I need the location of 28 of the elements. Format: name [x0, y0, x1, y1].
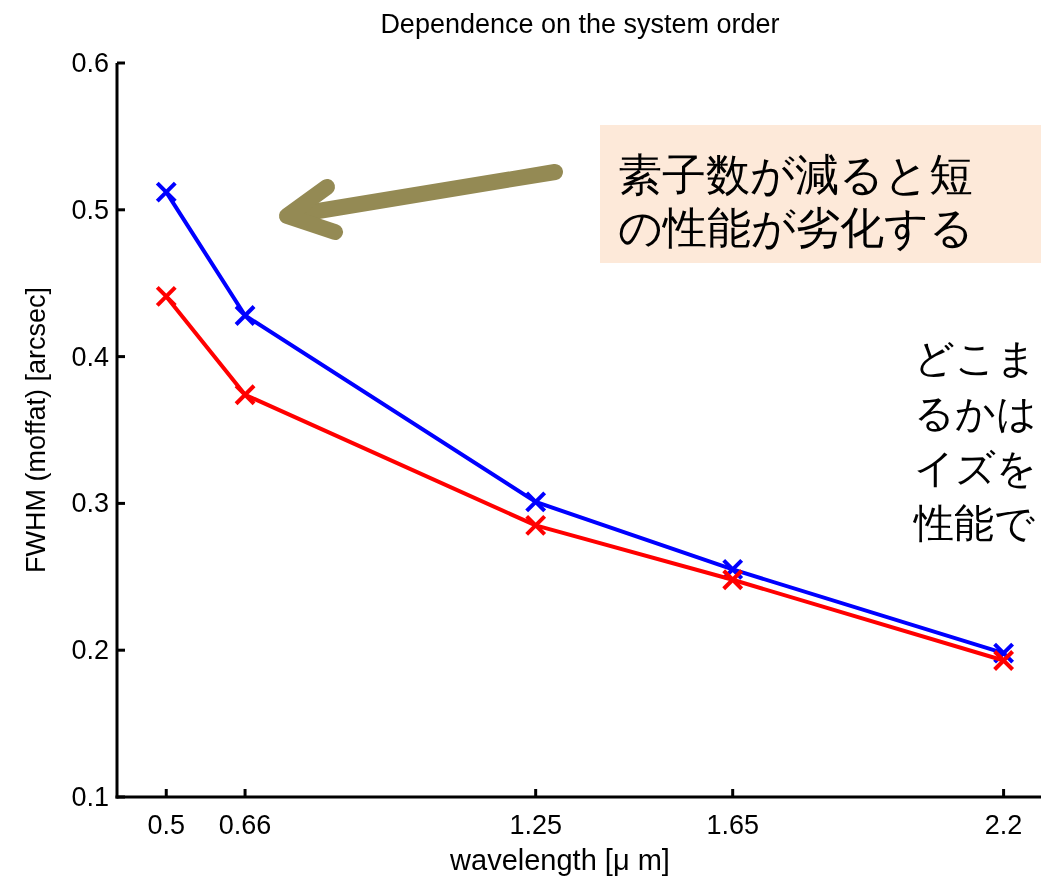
- y-tick-label: 0.2: [71, 635, 109, 666]
- point: [992, 649, 1015, 672]
- annotation: 性能で: [912, 501, 1035, 545]
- x-tick-label: 0.5: [147, 810, 186, 840]
- point: [234, 383, 257, 406]
- y-tick-label: 0.5: [71, 194, 109, 225]
- y-axis-title: FWHM (moffat) [arcsec]: [21, 286, 51, 574]
- y-tick-label: 0.1: [71, 782, 109, 812]
- point: [234, 304, 257, 327]
- point: [524, 514, 547, 537]
- annotation: の性能が劣化する: [618, 203, 974, 252]
- point: [721, 568, 744, 591]
- x-tick-label: 1.25: [509, 810, 562, 840]
- point: [524, 490, 547, 513]
- y-tick-label: 0.4: [71, 341, 109, 372]
- annotation: イズを: [914, 446, 1037, 490]
- chart-title: Dependence on the system order: [380, 9, 780, 39]
- x-tick-label: 2.2: [984, 810, 1023, 840]
- y-tick-label: 0.6: [71, 48, 109, 78]
- x-axis-title: wavelength [μ m]: [449, 844, 670, 876]
- x-tick-label: 1.65: [706, 810, 759, 840]
- point: [155, 181, 178, 204]
- x-tick-label: 0.66: [218, 810, 272, 840]
- point: [155, 285, 178, 308]
- y-tick-label: 0.3: [71, 488, 109, 519]
- annotation: 素子数が減ると短: [618, 150, 973, 199]
- annotation: るかは: [914, 391, 1037, 435]
- annotation: どこま: [914, 336, 1037, 380]
